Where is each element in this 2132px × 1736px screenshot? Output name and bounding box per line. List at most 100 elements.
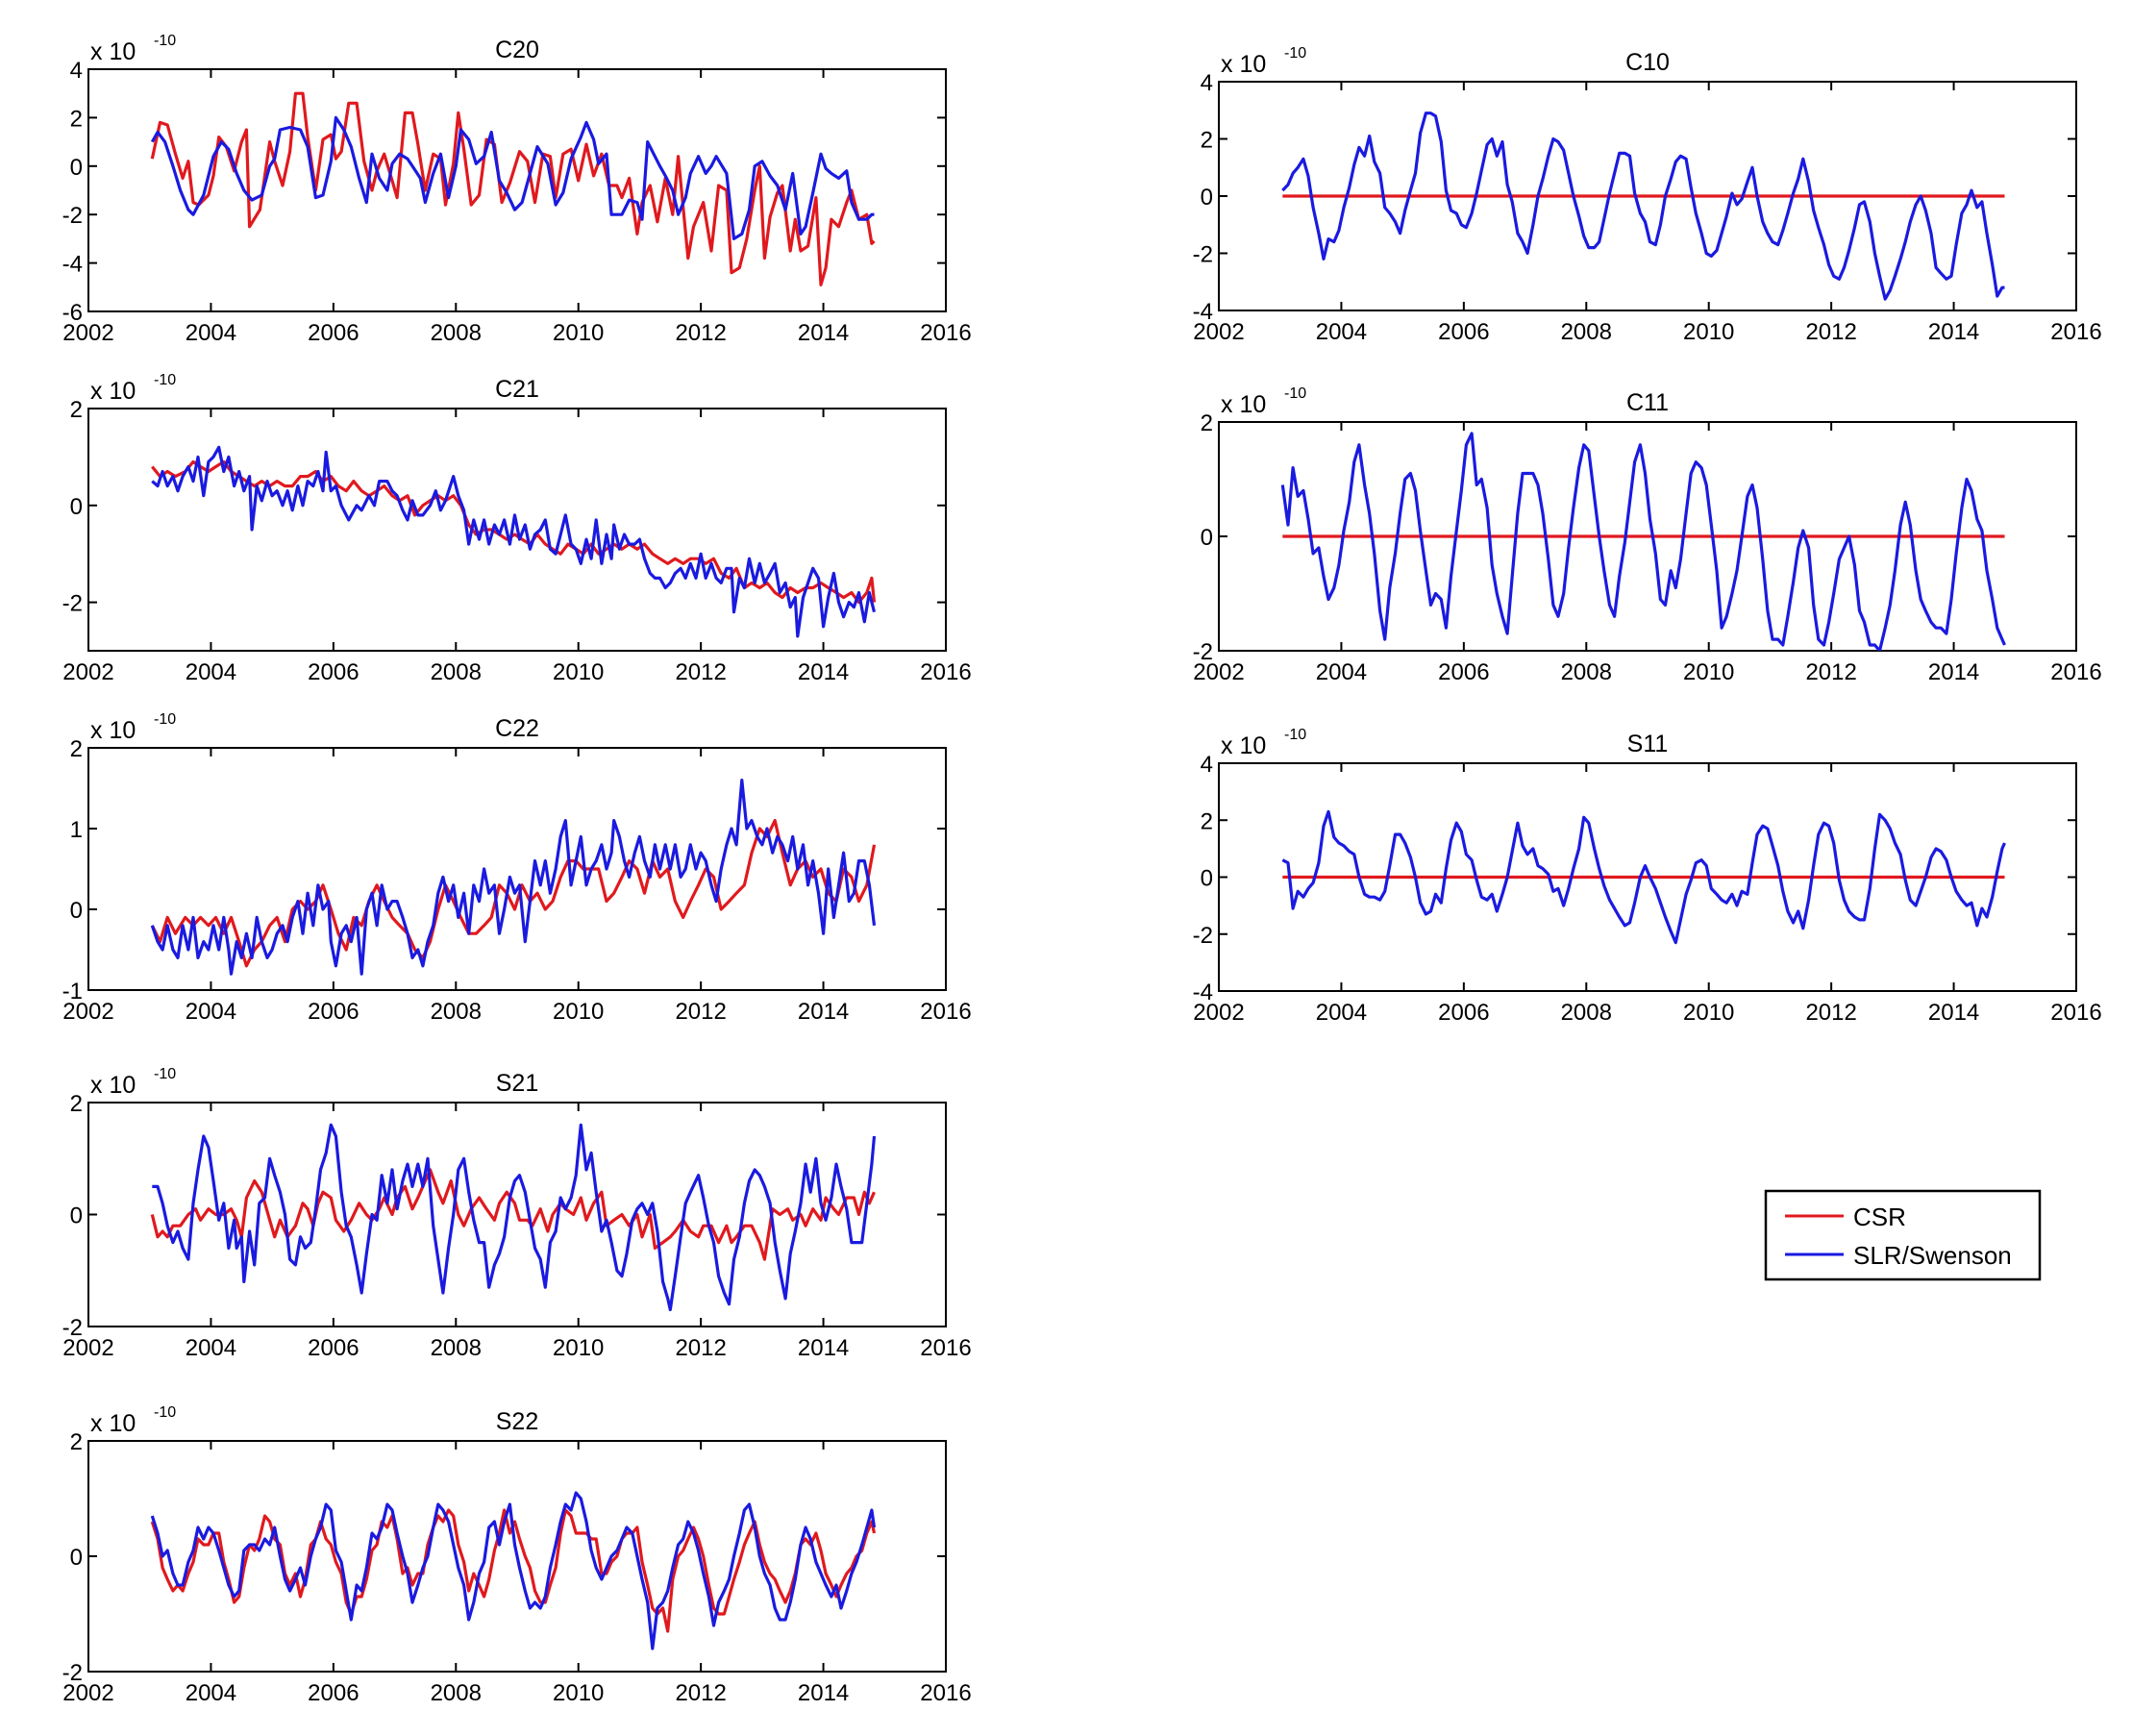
x-tick-label-c10-2006: 2006 bbox=[1438, 319, 1489, 345]
x-tick-label-s22-2002: 2002 bbox=[62, 1680, 113, 1706]
chart-title-c20: C20 bbox=[495, 37, 539, 63]
exponent-label-c21: x 10 bbox=[90, 378, 136, 405]
x-tick-label-s21-2016: 2016 bbox=[920, 1335, 971, 1361]
y-tick-label-c20-0: 0 bbox=[70, 155, 83, 181]
panel-s21: 2002 2004 2006 2008 2010 2012 2014 2016 -2 0 2 S21 x… bbox=[62, 1066, 972, 1361]
x-tick-label-c20-2002: 2002 bbox=[62, 320, 113, 346]
series-slr-swenson-c10 bbox=[1281, 112, 2005, 301]
exponent-label-s11: x 10 bbox=[1221, 732, 1266, 759]
exponent-power-c22: -10 bbox=[154, 711, 176, 728]
y-tick-label-c21--2: -2 bbox=[62, 591, 83, 617]
chart-title-c11: C11 bbox=[1626, 389, 1669, 416]
x-tick-label-s22-2016: 2016 bbox=[920, 1680, 971, 1706]
x-tick-label-c22-2006: 2006 bbox=[308, 999, 359, 1025]
x-tick-label-c21-2004: 2004 bbox=[186, 659, 236, 685]
exponent-power-c11: -10 bbox=[1284, 385, 1306, 402]
chart-title-c22: C22 bbox=[495, 715, 539, 742]
y-tick-label-s11--2: -2 bbox=[1193, 923, 1213, 949]
y-tick-label-c20--2: -2 bbox=[62, 203, 83, 229]
x-tick-label-c21-2002: 2002 bbox=[62, 659, 113, 685]
exponent-label-c20: x 10 bbox=[90, 38, 136, 65]
exponent-label-s21: x 10 bbox=[90, 1072, 136, 1099]
x-tick-label-c11-2012: 2012 bbox=[1805, 659, 1856, 685]
legend-label-csr: CSR bbox=[1853, 1203, 1906, 1231]
x-tick-label-s22-2010: 2010 bbox=[553, 1680, 604, 1706]
exponent-power-c21: -10 bbox=[154, 372, 176, 388]
series-slr-swenson-c21 bbox=[151, 445, 877, 638]
x-tick-label-c11-2010: 2010 bbox=[1683, 659, 1734, 685]
y-tick-label-s22--2: -2 bbox=[62, 1660, 83, 1686]
x-tick-label-c22-2008: 2008 bbox=[431, 999, 482, 1025]
axes-box-c21 bbox=[87, 408, 947, 652]
y-tick-label-c10-4: 4 bbox=[1201, 70, 1213, 96]
y-tick-label-c22-0: 0 bbox=[70, 898, 83, 924]
x-tick-label-c11-2014: 2014 bbox=[1928, 659, 1979, 685]
x-tick-label-s22-2012: 2012 bbox=[675, 1680, 726, 1706]
panel-c22: 2002 2004 2006 2008 2010 2012 2014 2016-1012C22… bbox=[62, 711, 972, 1025]
x-tick-label-s11-2014: 2014 bbox=[1928, 1000, 1979, 1026]
x-tick-label-s22-2008: 2008 bbox=[431, 1680, 482, 1706]
x-tick-label-s11-2002: 2002 bbox=[1193, 1000, 1244, 1026]
chart-title-s22: S22 bbox=[496, 1408, 538, 1435]
y-tick-label-c21-0: 0 bbox=[70, 494, 83, 520]
panel-c21: 2002 2004 2006 2008 2010 2012 2014 2016 -2 0 2 C21 x… bbox=[62, 372, 972, 685]
x-tick-label-s22-2004: 2004 bbox=[186, 1680, 236, 1706]
series-slr-swenson-s22 bbox=[150, 1491, 877, 1650]
exponent-power-s21: -10 bbox=[154, 1066, 176, 1082]
x-tick-label-s21-2006: 2006 bbox=[308, 1335, 359, 1361]
x-tick-label-c21-2012: 2012 bbox=[675, 659, 726, 685]
y-tick-label-c10-2: 2 bbox=[1201, 128, 1213, 154]
y-tick-label-c10--4: -4 bbox=[1193, 299, 1213, 325]
y-tick-label-s11-4: 4 bbox=[1201, 752, 1213, 778]
x-tick-label-s22-2006: 2006 bbox=[308, 1680, 359, 1706]
x-tick-label-c20-2012: 2012 bbox=[675, 320, 726, 346]
x-tick-label-c22-2014: 2014 bbox=[798, 999, 849, 1025]
y-tick-label-s22-2: 2 bbox=[70, 1429, 83, 1455]
y-tick-label-c21-2: 2 bbox=[70, 397, 83, 423]
x-tick-label-c21-2008: 2008 bbox=[431, 659, 482, 685]
x-tick-label-c11-2008: 2008 bbox=[1561, 659, 1612, 685]
x-tick-label-c11-2002: 2002 bbox=[1193, 659, 1244, 685]
x-tick-label-c10-2004: 2004 bbox=[1316, 319, 1367, 345]
x-tick-label-s11-2012: 2012 bbox=[1805, 1000, 1856, 1026]
x-tick-label-s21-2008: 2008 bbox=[431, 1335, 482, 1361]
x-tick-label-c10-2014: 2014 bbox=[1928, 319, 1979, 345]
panel-c20: 2002 2004 2006 2008 2010 2012 2014 2016 -6 -4 -2 0 2… bbox=[62, 33, 972, 346]
y-tick-label-c22--1: -1 bbox=[62, 979, 83, 1004]
exponent-power-s11: -10 bbox=[1284, 727, 1306, 743]
panel-c11: 2002 2004 2006 2008 2010 2012 2014 2016 -2 0 2 C11 x… bbox=[1193, 385, 2102, 685]
x-tick-label-c10-2010: 2010 bbox=[1683, 319, 1734, 345]
x-tick-label-c22-2010: 2010 bbox=[553, 999, 604, 1025]
x-tick-label-c20-2016: 2016 bbox=[920, 320, 971, 346]
x-tick-label-c21-2014: 2014 bbox=[798, 659, 849, 685]
x-tick-label-c21-2006: 2006 bbox=[308, 659, 359, 685]
x-tick-label-c21-2016: 2016 bbox=[920, 659, 971, 685]
y-tick-label-s21--2: -2 bbox=[62, 1315, 83, 1341]
series-slr-swenson-c11 bbox=[1280, 432, 2006, 651]
series-csr-c20 bbox=[150, 91, 876, 286]
x-tick-label-c11-2016: 2016 bbox=[2050, 659, 2101, 685]
x-tick-label-c10-2016: 2016 bbox=[2050, 319, 2101, 345]
axes-box-c22 bbox=[87, 747, 947, 991]
exponent-power-c10: -10 bbox=[1284, 45, 1306, 62]
x-tick-label-s11-2010: 2010 bbox=[1683, 1000, 1734, 1026]
y-tick-label-s21-0: 0 bbox=[70, 1203, 83, 1229]
legend-box bbox=[1764, 1189, 2042, 1281]
x-tick-label-s21-2004: 2004 bbox=[186, 1335, 236, 1361]
x-tick-label-c20-2004: 2004 bbox=[186, 320, 236, 346]
series-slr-swenson-s21 bbox=[152, 1123, 877, 1312]
chart-title-s11: S11 bbox=[1627, 731, 1669, 757]
y-tick-label-s11-0: 0 bbox=[1201, 866, 1213, 892]
y-tick-label-c22-2: 2 bbox=[70, 736, 83, 762]
y-tick-label-c22-1: 1 bbox=[70, 817, 83, 843]
x-tick-label-c10-2012: 2012 bbox=[1805, 319, 1856, 345]
x-tick-label-c22-2012: 2012 bbox=[675, 999, 726, 1025]
panel-c10: 2002 2004 2006 2008 2010 2012 2014 2016 -4 -2 0 2 4 C… bbox=[1193, 45, 2102, 345]
y-tick-label-c11--2: -2 bbox=[1193, 639, 1213, 665]
x-tick-label-c11-2004: 2004 bbox=[1316, 659, 1367, 685]
y-tick-label-c20--6: -6 bbox=[62, 300, 83, 326]
legend-label-slr-swenson: SLR/Swenson bbox=[1853, 1241, 2012, 1270]
y-tick-label-c20-4: 4 bbox=[70, 58, 83, 84]
y-tick-label-c11-0: 0 bbox=[1201, 525, 1213, 551]
